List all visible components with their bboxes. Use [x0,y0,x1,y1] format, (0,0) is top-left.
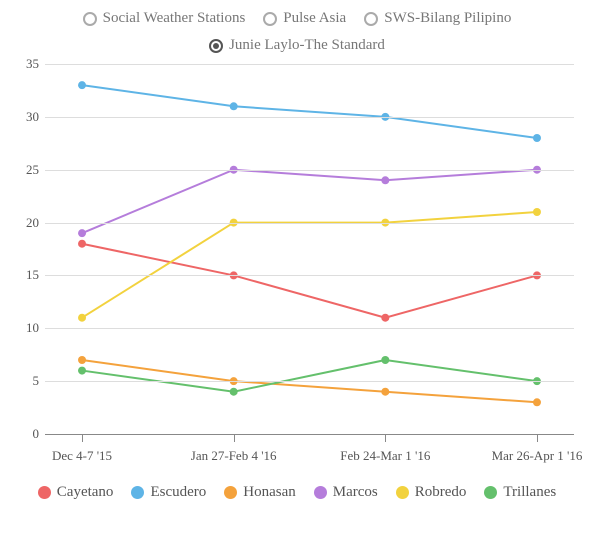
series-marker-trillanes[interactable] [381,356,389,364]
line-chart: 05101520253035 [45,64,574,434]
x-tick-mark [82,434,83,442]
x-axis: Dec 4-7 '15 Jan 27-Feb 4 '16 Feb 24-Mar 1 … [45,434,574,474]
legend-item-trillanes[interactable]: Trillanes [484,484,556,501]
y-tick-label: 0 [33,426,40,442]
y-tick-label: 25 [26,162,39,178]
legend-item-robredo[interactable]: Robredo [396,484,467,501]
legend-label: Escudero [150,484,206,501]
series-marker-marcos[interactable] [78,229,86,237]
legend-dot-icon [131,486,144,499]
tab-label: SWS-Bilang Pilipino [384,10,511,27]
y-tick-label: 5 [33,373,40,389]
series-marker-honasan[interactable] [381,388,389,396]
series-marker-robredo[interactable] [78,314,86,322]
radio-icon [263,12,277,26]
legend-label: Trillanes [503,484,556,501]
legend-label: Marcos [333,484,378,501]
x-tick-mark [234,434,235,442]
legend: Cayetano Escudero Honasan Marcos Robredo Tril… [0,474,594,501]
legend-label: Cayetano [57,484,114,501]
tab-sws-bilang-pilipino[interactable]: SWS-Bilang Pilipino [364,10,511,27]
series-marker-cayetano[interactable] [381,314,389,322]
grid-line [45,170,574,171]
radio-icon [209,39,223,53]
series-marker-honasan[interactable] [78,356,86,364]
y-tick-label: 10 [26,320,39,336]
y-tick-label: 20 [26,215,39,231]
tab-social-weather-stations[interactable]: Social Weather Stations [83,10,246,27]
x-tick-label: Mar 26-Apr 1 '16 [492,448,583,464]
x-tick-label: Feb 24-Mar 1 '16 [340,448,430,464]
grid-line [45,64,574,65]
legend-dot-icon [224,486,237,499]
legend-label: Robredo [415,484,467,501]
series-marker-escudero[interactable] [230,102,238,110]
x-tick-label: Dec 4-7 '15 [52,448,112,464]
tab-label: Pulse Asia [283,10,346,27]
source-tabs: Social Weather Stations Pulse Asia SWS-Bil… [0,0,594,54]
series-marker-trillanes[interactable] [78,367,86,375]
legend-dot-icon [314,486,327,499]
legend-item-escudero[interactable]: Escudero [131,484,206,501]
tab-label: Junie Laylo-The Standard [229,37,385,54]
radio-icon [364,12,378,26]
series-marker-escudero[interactable] [78,81,86,89]
series-marker-honasan[interactable] [533,398,541,406]
series-marker-escudero[interactable] [533,134,541,142]
legend-label: Honasan [243,484,296,501]
tab-pulse-asia[interactable]: Pulse Asia [263,10,346,27]
series-marker-robredo[interactable] [533,208,541,216]
x-tick-mark [537,434,538,442]
series-marker-cayetano[interactable] [78,240,86,248]
tab-label: Social Weather Stations [103,10,246,27]
y-tick-label: 30 [26,109,39,125]
legend-item-marcos[interactable]: Marcos [314,484,378,501]
tab-junie-laylo-the-standard[interactable]: Junie Laylo-The Standard [209,37,385,54]
grid-line [45,223,574,224]
series-marker-trillanes[interactable] [230,388,238,396]
radio-icon [83,12,97,26]
grid-line [45,328,574,329]
x-tick-label: Jan 27-Feb 4 '16 [191,448,277,464]
x-tick-mark [385,434,386,442]
legend-item-honasan[interactable]: Honasan [224,484,296,501]
grid-line [45,117,574,118]
series-marker-marcos[interactable] [381,176,389,184]
grid-line [45,275,574,276]
legend-item-cayetano[interactable]: Cayetano [38,484,114,501]
legend-dot-icon [484,486,497,499]
legend-dot-icon [396,486,409,499]
y-tick-label: 35 [26,56,39,72]
legend-dot-icon [38,486,51,499]
y-tick-label: 15 [26,267,39,283]
grid-line [45,381,574,382]
